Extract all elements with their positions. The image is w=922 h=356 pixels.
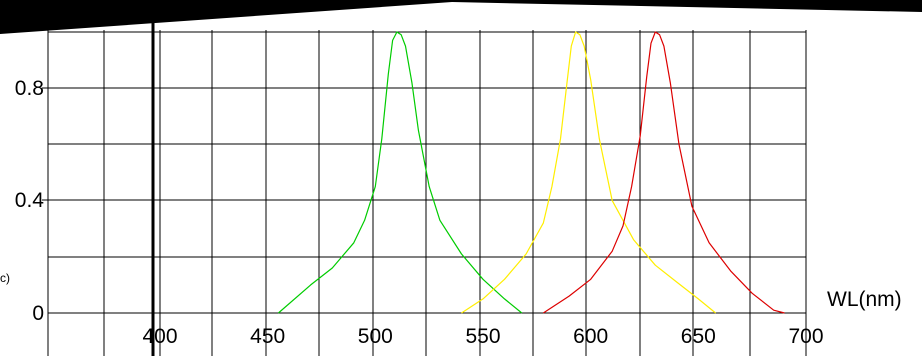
series-line-2 xyxy=(461,31,716,314)
y-tick-label: 0.4 xyxy=(15,189,45,212)
x-tick-label: 700 xyxy=(788,325,823,348)
top-banner xyxy=(0,0,922,34)
x-tick-label: 650 xyxy=(681,325,716,348)
x-tick-label: 400 xyxy=(142,325,177,348)
grid xyxy=(42,30,807,356)
x-tick-label: 500 xyxy=(358,325,393,348)
x-tick-label: 550 xyxy=(465,325,500,348)
x-tick-labels: 400 450 500 550 600 650 700 xyxy=(142,325,823,348)
y-tick-label: 0 xyxy=(32,302,44,325)
x-tick-label: 600 xyxy=(573,325,608,348)
series-group xyxy=(278,31,785,314)
y-tick-labels: 0 0.4 0.8 xyxy=(15,77,45,325)
y-axis-label-fragment: c) xyxy=(0,271,10,285)
x-tick-label: 450 xyxy=(250,325,285,348)
series-line-1 xyxy=(278,31,523,314)
y-tick-label: 0.8 xyxy=(15,77,44,100)
x-axis-label: WL(nm) xyxy=(827,288,902,311)
series-line-3 xyxy=(542,31,785,314)
